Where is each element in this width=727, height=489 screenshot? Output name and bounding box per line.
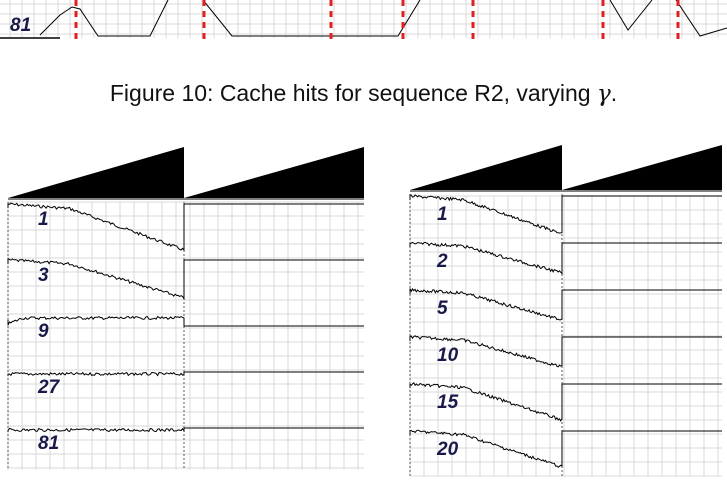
cache-hit-trace	[409, 287, 722, 321]
trace-label: 2	[436, 251, 448, 272]
ramp-wedge	[410, 145, 562, 190]
trace-label: 3	[38, 265, 49, 286]
cache-hit-trace	[7, 257, 364, 301]
cache-hit-trace	[409, 429, 722, 468]
cache-hit-trace	[7, 315, 364, 327]
trace-label: 5	[437, 298, 448, 319]
caption-period: .	[610, 80, 618, 106]
top-trace-line	[39, 0, 727, 37]
trace-label: 1	[437, 204, 448, 225]
top-row-label: 81	[10, 15, 31, 36]
caption-text: Figure 10: Cache hits for sequence R2, v…	[109, 80, 597, 106]
caption-gamma-symbol: γ	[596, 81, 611, 107]
cache-hit-trace	[409, 241, 722, 275]
trace-label: 1	[38, 209, 49, 230]
cache-hit-trace	[7, 202, 364, 252]
ramp-wedge	[8, 147, 184, 198]
ramp-wedge	[184, 147, 364, 198]
trace-label: 20	[436, 439, 459, 460]
trace-label: 15	[437, 392, 459, 413]
cache-hit-trace	[409, 194, 722, 234]
trace-label: 9	[38, 321, 49, 342]
figure-caption: Figure 10: Cache hits for sequence R2, v…	[0, 80, 727, 107]
trace-label: 10	[437, 345, 459, 366]
cache-hit-trace	[7, 371, 364, 377]
trace-label: 27	[37, 377, 61, 398]
cache-hit-trace	[409, 382, 722, 422]
figure-top-strip: 81	[0, 0, 727, 40]
cache-hit-trace	[409, 335, 722, 368]
trace-label: 81	[38, 433, 59, 454]
cache-hit-trace	[7, 427, 364, 433]
ramp-wedge	[562, 145, 722, 190]
